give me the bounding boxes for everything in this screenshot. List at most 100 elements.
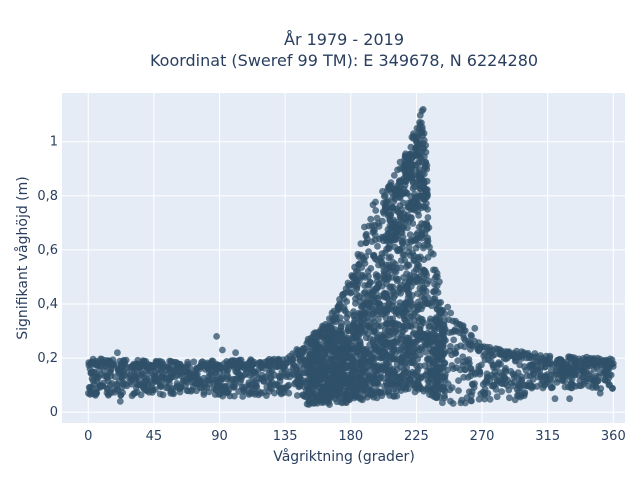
data-point (374, 242, 381, 250)
data-point (606, 361, 614, 368)
data-point (271, 362, 279, 370)
data-point (510, 382, 517, 390)
data-point (392, 329, 399, 337)
data-point (519, 351, 526, 359)
data-point (403, 263, 410, 271)
data-point (304, 376, 312, 384)
data-point (399, 239, 407, 247)
data-point (504, 351, 512, 358)
data-point (252, 371, 260, 378)
data-point (424, 294, 432, 301)
y-axis-label: Signifikant våghöjd (m) (14, 176, 31, 339)
x-tick-label: 360 (601, 429, 626, 444)
data-point (371, 236, 379, 244)
data-point (332, 366, 340, 374)
data-point (312, 376, 320, 384)
data-point (402, 385, 409, 393)
data-point (421, 267, 429, 275)
data-point (418, 119, 425, 127)
data-point (558, 366, 565, 374)
data-point (399, 244, 407, 252)
data-point (561, 377, 569, 385)
data-point (356, 298, 364, 305)
data-point (271, 389, 278, 397)
data-point (384, 226, 392, 233)
data-point (390, 268, 398, 275)
data-point (365, 308, 373, 316)
data-point (595, 373, 603, 381)
data-point (337, 323, 345, 331)
data-point (501, 380, 509, 388)
data-point (326, 366, 334, 374)
data-point (268, 379, 276, 386)
data-point (370, 251, 378, 259)
data-point (467, 397, 475, 404)
data-point (467, 331, 475, 339)
data-point (398, 189, 406, 197)
data-point (167, 390, 175, 397)
data-point (329, 348, 337, 355)
data-point (414, 306, 421, 314)
data-point (377, 389, 385, 397)
data-point (367, 215, 375, 223)
data-point (418, 279, 426, 286)
x-tick-label: 270 (470, 429, 495, 444)
data-point (449, 317, 457, 325)
data-point (135, 364, 142, 371)
data-point (194, 380, 202, 388)
data-point (275, 355, 282, 363)
data-point (492, 345, 500, 353)
data-point (401, 256, 409, 264)
data-point (385, 182, 393, 190)
data-point (570, 358, 578, 365)
data-point (499, 351, 507, 359)
data-point (375, 362, 382, 369)
data-point (413, 178, 421, 186)
data-point (534, 358, 541, 366)
data-point (355, 384, 363, 391)
data-point (358, 362, 366, 370)
data-point (335, 387, 342, 394)
data-point (382, 320, 390, 328)
data-point (433, 305, 441, 312)
data-point (475, 345, 483, 353)
data-point (397, 264, 405, 272)
data-point (340, 347, 347, 354)
y-tick-label: 0,2 (37, 351, 58, 366)
data-point (418, 286, 426, 294)
data-point (417, 193, 424, 200)
data-point (375, 315, 382, 323)
data-point (349, 279, 357, 287)
data-point (475, 395, 483, 403)
data-point (340, 372, 347, 379)
data-point (113, 380, 121, 388)
data-point (355, 274, 363, 282)
data-point (418, 224, 425, 232)
data-point (213, 333, 221, 340)
data-point (336, 360, 343, 368)
data-point (384, 370, 392, 378)
data-point (453, 364, 460, 372)
data-point (446, 386, 454, 394)
data-point (282, 384, 290, 392)
data-point (369, 201, 377, 209)
data-point (92, 391, 99, 399)
data-point (333, 315, 340, 323)
data-point (216, 364, 223, 372)
data-point (453, 328, 461, 335)
data-point (93, 377, 101, 385)
data-point (184, 361, 192, 368)
data-point (381, 274, 389, 282)
data-point (114, 387, 122, 394)
data-point (190, 358, 198, 366)
data-point (159, 360, 167, 368)
data-point (389, 259, 397, 266)
data-point (594, 354, 601, 362)
data-point (104, 385, 111, 393)
data-point (307, 335, 315, 342)
data-point (403, 270, 410, 277)
data-point (232, 381, 239, 388)
data-point (375, 301, 383, 308)
data-point (573, 367, 580, 375)
